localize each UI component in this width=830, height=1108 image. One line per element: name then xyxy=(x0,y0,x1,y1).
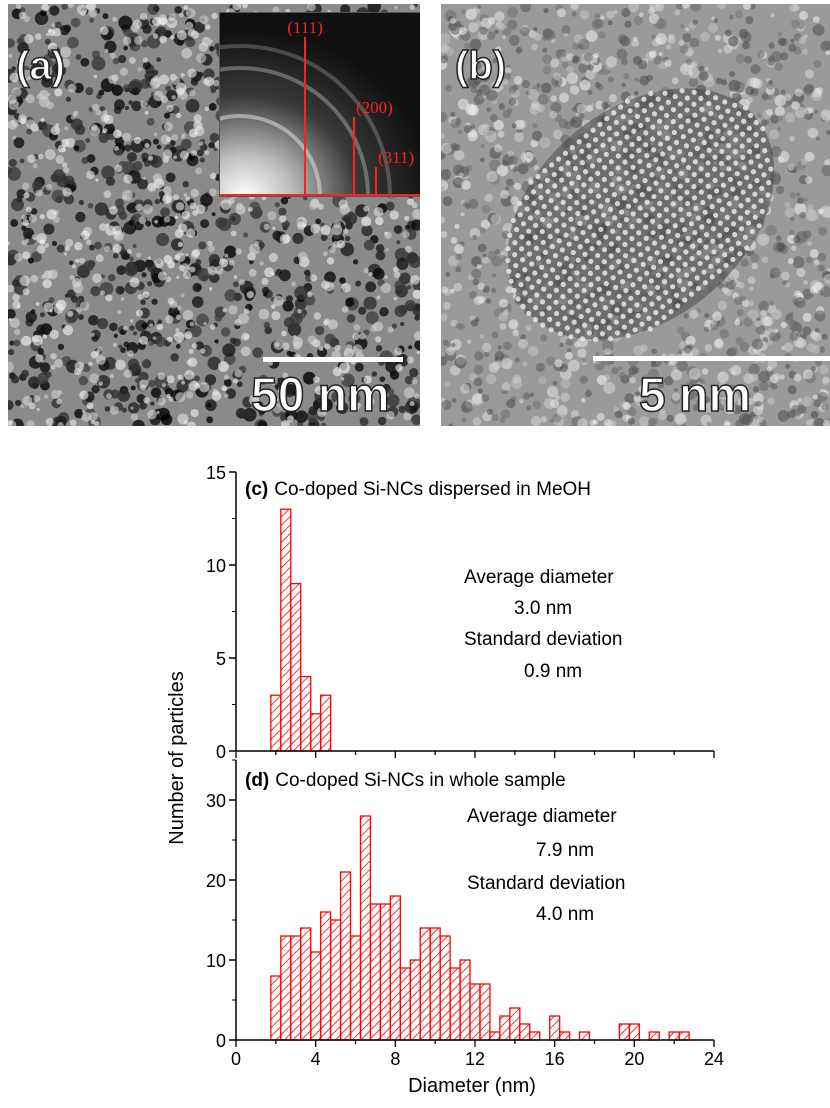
y-tick-label: 10 xyxy=(206,951,226,971)
ring-label-311: (311) xyxy=(378,148,414,167)
histogram-bar xyxy=(489,1031,501,1041)
stats-annotation: Average diameter xyxy=(464,567,614,588)
x-tick-label: 8 xyxy=(390,1049,400,1069)
size-distribution-charts: 0 5 10 15 (c) Co-doped Si-NCs dispersed in Me… xyxy=(0,440,830,1103)
histogram-bar xyxy=(469,983,481,1041)
histogram-bar xyxy=(270,975,282,1041)
histogram-bar xyxy=(648,1031,660,1041)
scale-bar-text-a: 50 nm xyxy=(250,369,390,422)
stats-annotation: Standard deviation xyxy=(464,629,622,650)
y-tick-label: 20 xyxy=(206,871,226,891)
histogram-bar xyxy=(628,1023,640,1041)
hrtem-image-panel-b: (b) 5 nm xyxy=(441,4,830,426)
x-axis-label: Diameter (nm) xyxy=(408,1075,536,1097)
scale-bar-a xyxy=(263,357,403,362)
chart-title-text: Co-doped Si-NCs in whole sample xyxy=(275,770,565,791)
x-tick-label: 16 xyxy=(545,1049,565,1069)
histogram-bar xyxy=(549,1015,561,1041)
scale-bar-b xyxy=(593,356,830,361)
histogram-bar xyxy=(319,911,332,1041)
histogram-figure: 0 5 10 15 (c) Co-doped Si-NCs dispersed in Me… xyxy=(166,463,724,1097)
stats-annotation: 3.0 nm xyxy=(514,598,572,619)
y-tick-label: 10 xyxy=(206,556,226,576)
panel-label-b: (b) xyxy=(454,44,507,88)
x-tick-label: 4 xyxy=(311,1049,321,1069)
histogram-bar xyxy=(290,935,302,1041)
histogram-bar xyxy=(310,713,322,752)
x-tick-label: 12 xyxy=(465,1049,485,1069)
histogram-bar xyxy=(519,1023,531,1041)
chart-title: (d) Co-doped Si-NCs in whole sample xyxy=(245,770,566,791)
histogram-bar xyxy=(300,927,312,1041)
histogram-bar xyxy=(339,871,352,1041)
histogram-bar xyxy=(409,959,421,1041)
histogram-bar xyxy=(499,1015,511,1041)
histogram-bar xyxy=(310,951,322,1041)
y-tick-label: 0 xyxy=(216,1031,226,1051)
tem-image-panel-a: (111) (200) (311) (a) 50 nm xyxy=(8,4,420,426)
histogram-bar xyxy=(509,1007,521,1041)
histogram-bar xyxy=(369,903,382,1041)
histogram-bar xyxy=(290,582,302,752)
histogram-bar xyxy=(389,895,401,1041)
histogram-bar xyxy=(270,694,282,752)
chart-title: (c) Co-doped Si-NCs dispersed in MeOH xyxy=(245,479,591,500)
scale-bar-text-b: 5 nm xyxy=(638,369,752,422)
histogram-bar xyxy=(618,1023,631,1041)
stats-annotation: Standard deviation xyxy=(467,873,625,894)
chart-title-text: Co-doped Si-NCs dispersed in MeOH xyxy=(274,479,591,500)
histogram-bar xyxy=(479,983,491,1041)
x-tick-label: 24 xyxy=(704,1049,724,1069)
stats-annotation: Average diameter xyxy=(467,806,617,827)
histogram-bar xyxy=(439,935,451,1041)
histogram-bar xyxy=(300,675,312,752)
histogram-bar xyxy=(419,927,431,1041)
histogram-c: 0 5 10 15 (c) Co-doped Si-NCs dispersed in Me… xyxy=(206,463,715,762)
stats-annotation: 4.0 nm xyxy=(536,904,594,925)
chart-panel-label: (c) xyxy=(245,479,268,500)
chart-panel-label: (d) xyxy=(245,770,269,791)
diffraction-pattern-inset: (111) (200) (311) xyxy=(219,12,420,197)
histogram-bar xyxy=(678,1031,690,1041)
x-tick-label: 0 xyxy=(231,1049,241,1069)
x-tick-label: 20 xyxy=(624,1049,644,1069)
ring-label-200: (200) xyxy=(356,98,393,117)
histogram-bar xyxy=(329,919,342,1041)
histogram-bar xyxy=(449,967,461,1041)
histogram-bar xyxy=(429,927,441,1041)
panel-label-a: (a) xyxy=(15,44,65,88)
histogram-bar xyxy=(379,903,392,1041)
y-tick-label: 5 xyxy=(216,649,226,669)
y-tick-label: 0 xyxy=(216,742,226,762)
y-tick-label: 30 xyxy=(206,791,226,811)
histogram-bar xyxy=(349,935,362,1041)
histogram-bar xyxy=(529,1031,541,1041)
stats-annotation: 0.9 nm xyxy=(524,661,582,682)
histogram-bar xyxy=(459,959,471,1041)
histogram-bar xyxy=(280,935,292,1041)
histogram-bar xyxy=(399,967,411,1041)
histogram-bar xyxy=(280,508,292,752)
histogram-bar xyxy=(668,1031,680,1041)
stats-annotation: 7.9 nm xyxy=(536,840,594,861)
histogram-bar xyxy=(578,1031,591,1041)
hrtem-micrograph-b xyxy=(441,4,830,426)
diffraction-rings-image: (111) (200) (311) xyxy=(220,13,420,196)
y-tick-label: 15 xyxy=(206,463,226,483)
histogram-bar xyxy=(319,694,332,752)
histogram-bar xyxy=(359,815,372,1041)
ring-label-111: (111) xyxy=(287,18,323,37)
histogram-bar xyxy=(558,1031,571,1041)
y-axis-label: Number of particles xyxy=(166,671,188,844)
histogram-d: 0 10 20 30 0 4 8 12 16 20 24 (d) Co-doped Si-NCs in … xyxy=(206,759,724,1069)
